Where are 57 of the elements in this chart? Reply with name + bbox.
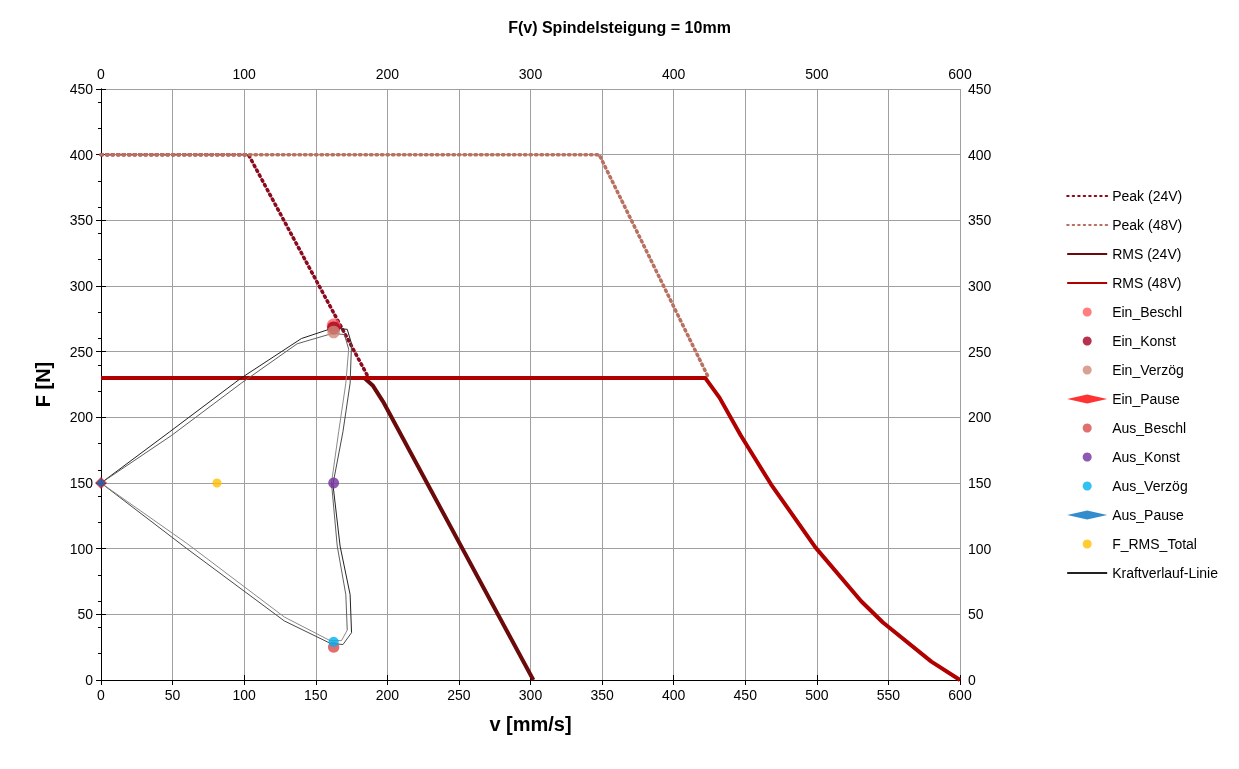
legend-label: Aus_Pause bbox=[1112, 507, 1184, 523]
x-tick-label: 550 bbox=[876, 687, 901, 703]
legend-label: RMS (48V) bbox=[1112, 275, 1182, 291]
y2-tick-label: 50 bbox=[968, 606, 984, 623]
x-tick-label: 50 bbox=[164, 687, 181, 703]
x-tick-label: 0 bbox=[97, 687, 106, 703]
y-tick-label: 0 bbox=[85, 672, 94, 688]
y-tick-label: 200 bbox=[69, 409, 94, 426]
y-axis-title: F [N] bbox=[32, 361, 54, 408]
legend-label: Kraftverlauf-Linie bbox=[1112, 565, 1219, 581]
x2-tick-label: 500 bbox=[805, 66, 829, 82]
y2-tick-label: 450 bbox=[968, 81, 992, 97]
x-tick-label: 150 bbox=[304, 687, 328, 703]
x-tick-label: 450 bbox=[733, 687, 758, 703]
y-tick-label: 100 bbox=[69, 540, 94, 557]
x2-tick-label: 200 bbox=[375, 66, 400, 82]
y-tick-label: 50 bbox=[77, 606, 94, 623]
y2-tick-label: 100 bbox=[968, 540, 992, 557]
legend-label: Peak (24V) bbox=[1112, 188, 1183, 204]
x-tick-label: 400 bbox=[661, 687, 686, 703]
y2-tick-label: 300 bbox=[968, 278, 992, 294]
x-axis-title: v [mm/s] bbox=[489, 713, 572, 735]
x-tick-label: 250 bbox=[447, 687, 471, 703]
y-tick-label: 150 bbox=[69, 475, 94, 491]
x2-tick-label: 100 bbox=[232, 66, 257, 82]
legend-label: Aus_Konst bbox=[1112, 449, 1180, 465]
x-tick-label: 100 bbox=[232, 687, 257, 703]
legend-label: Ein_Konst bbox=[1112, 333, 1177, 349]
legend-label: Ein_Beschl bbox=[1112, 304, 1183, 320]
x2-tick-label: 600 bbox=[948, 66, 972, 82]
y2-tick-label: 200 bbox=[968, 409, 992, 426]
y-tick-label: 400 bbox=[69, 146, 94, 163]
chart-title: F(v) Spindelsteigung = 10mm bbox=[508, 18, 731, 36]
x-tick-label: 300 bbox=[518, 687, 543, 703]
x-tick-label: 350 bbox=[590, 687, 614, 703]
legend-label: RMS (24V) bbox=[1112, 246, 1182, 262]
y-tick-label: 300 bbox=[69, 278, 94, 294]
x2-tick-label: 300 bbox=[518, 66, 543, 82]
legend-label: Aus_Verzög bbox=[1112, 478, 1188, 494]
legend-label: Ein_Verzög bbox=[1112, 362, 1184, 378]
legend-label: Peak (48V) bbox=[1112, 217, 1183, 233]
x2-tick-label: 0 bbox=[97, 66, 106, 82]
y-tick-label: 350 bbox=[69, 212, 94, 229]
legend-label: F_RMS_Total bbox=[1112, 536, 1197, 552]
y-tick-label: 450 bbox=[69, 81, 94, 97]
x-tick-label: 200 bbox=[375, 687, 400, 703]
y2-tick-label: 0 bbox=[968, 672, 976, 688]
y2-tick-label: 400 bbox=[968, 146, 992, 163]
y-tick-label: 250 bbox=[69, 343, 94, 360]
x-tick-label: 500 bbox=[805, 687, 829, 703]
x2-tick-label: 400 bbox=[661, 66, 686, 82]
legend-label: Ein_Pause bbox=[1112, 391, 1181, 407]
y2-tick-label: 350 bbox=[968, 212, 992, 229]
legend-label: Aus_Beschl bbox=[1112, 420, 1187, 436]
x-tick-label: 600 bbox=[948, 687, 972, 703]
y2-tick-label: 250 bbox=[968, 343, 992, 360]
y2-tick-label: 150 bbox=[968, 475, 992, 491]
